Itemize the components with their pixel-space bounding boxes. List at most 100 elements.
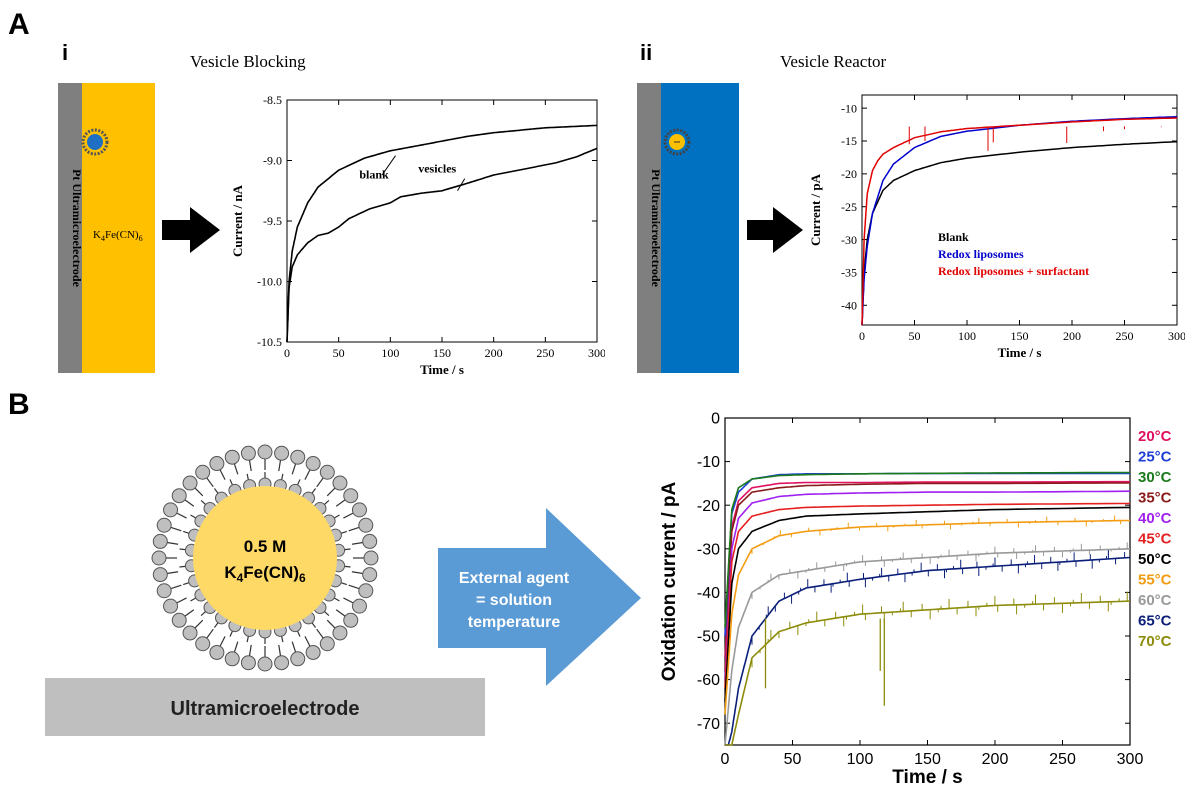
solution-region xyxy=(82,83,155,373)
panel-a-ii-letter: ii xyxy=(640,40,653,65)
x-tick-label: 50 xyxy=(909,329,921,343)
ultramicroelectrode-bar xyxy=(45,678,485,736)
series-line-55-c xyxy=(724,519,1131,715)
y-tick-label: -15 xyxy=(841,134,857,148)
x-axis-label: Time / s xyxy=(892,767,962,788)
lipid-head xyxy=(358,583,374,599)
lipid-head xyxy=(209,456,225,472)
x-tick-label: 300 xyxy=(1168,329,1185,343)
lipid-head xyxy=(163,502,179,518)
lipid-tail xyxy=(233,462,239,475)
lipid-head xyxy=(343,488,359,504)
solution-label: K4Fe(CN)6 xyxy=(93,229,143,243)
series-line-vesicles xyxy=(286,147,598,343)
panel-a-i-title: Vesicle Blocking xyxy=(190,52,306,71)
x-tick-label: 150 xyxy=(433,346,451,360)
y-tick-label: -20 xyxy=(697,498,720,515)
panel-b-letter: B xyxy=(8,388,30,421)
lipid-tail xyxy=(335,609,347,618)
lipid-tail xyxy=(166,541,179,545)
legend-entry: 25°C xyxy=(1138,449,1172,466)
lipid-head xyxy=(290,449,306,465)
y-tick-label: 0 xyxy=(711,411,720,428)
y-tick-label: -30 xyxy=(841,233,857,247)
y-tick-label: -10 xyxy=(841,101,857,115)
vesicle-core xyxy=(193,486,337,630)
legend-entry: 55°C xyxy=(1138,572,1172,589)
solution-region xyxy=(661,83,739,373)
y-tick-label: -10.0 xyxy=(257,275,282,289)
series-line-60-c xyxy=(724,548,1131,746)
lipid-tail xyxy=(183,498,195,507)
lipid-tail xyxy=(193,486,204,497)
x-tick-label: 250 xyxy=(1116,329,1134,343)
y-tick-label: -70 xyxy=(697,716,720,733)
x-tick-label: 150 xyxy=(914,751,941,768)
arrow-text-line1: External agent xyxy=(459,570,570,587)
series-line-70-c xyxy=(725,600,1131,746)
lipid-head xyxy=(362,567,378,583)
chart-vesicle-reactor: 0 50 100 150 200 250 300 -10 -15 -20 -25 -30 -35 -40 T… xyxy=(808,94,1185,360)
chart-vesicle-blocking: 0 50 100 150 200 250 300 -8.5 -9.0 -9.5 -10.0 -10.5… xyxy=(230,93,605,377)
lipid-head xyxy=(152,567,168,583)
annotation-blank: blank xyxy=(359,168,389,182)
lipid-tail xyxy=(175,597,187,604)
lipid-tail xyxy=(175,512,187,519)
x-tick-label: 300 xyxy=(1117,751,1144,768)
x-tick-label: 250 xyxy=(1049,751,1076,768)
lipid-tail xyxy=(193,619,204,630)
y-tick-label: -60 xyxy=(697,672,720,689)
lipid-tail xyxy=(343,512,355,519)
lipid-tail xyxy=(205,628,214,640)
legend-entry: 60°C xyxy=(1138,592,1172,609)
x-tick-label: 250 xyxy=(536,346,554,360)
lipid-head xyxy=(156,517,172,533)
series-line-40-c xyxy=(724,490,1131,680)
lipid-tail xyxy=(169,526,182,532)
series-line-30-c xyxy=(724,471,1130,628)
x-tick-label: 0 xyxy=(859,329,865,343)
plot-frame xyxy=(724,417,1131,746)
lipid-head xyxy=(290,651,306,667)
lipid-tail xyxy=(219,468,226,480)
series-line-redox-liposomes xyxy=(861,115,1178,326)
electrode-bar xyxy=(58,83,82,373)
arrow-text-line3: temperature xyxy=(468,614,561,631)
x-tick-label: 200 xyxy=(982,751,1009,768)
lipid-tail xyxy=(348,526,361,532)
x-tick-label: 0 xyxy=(721,751,730,768)
x-tick-label: 50 xyxy=(333,346,345,360)
legend-entry: Redox liposomes + surfactant xyxy=(938,264,1089,278)
lipid-tail xyxy=(351,571,364,575)
series-line-blank xyxy=(861,140,1178,326)
legend-entry: 65°C xyxy=(1138,613,1172,630)
lipid-tail xyxy=(219,636,226,648)
series-line-redox-liposomes-surfactant xyxy=(861,117,1178,326)
y-tick-label: -9.0 xyxy=(263,154,282,168)
lipid-head xyxy=(152,533,168,549)
y-tick-label: -9.5 xyxy=(263,214,282,228)
lipid-head xyxy=(171,488,187,504)
lipid-head xyxy=(332,475,348,491)
lipid-head xyxy=(171,612,187,628)
lipid-head xyxy=(195,464,211,480)
lipid-tail xyxy=(326,619,337,630)
panel-a-letter: A xyxy=(8,8,30,41)
x-tick-label: 150 xyxy=(1011,329,1029,343)
lipid-tail xyxy=(205,476,214,488)
lipid-head xyxy=(163,598,179,614)
lipid-tail xyxy=(326,486,337,497)
lipid-head xyxy=(362,533,378,549)
x-tick-label: 0 xyxy=(284,346,290,360)
legend-entry: Redox liposomes xyxy=(938,247,1024,261)
lipid-tail xyxy=(304,636,311,648)
y-tick-label: -35 xyxy=(841,266,857,280)
lipid-head xyxy=(195,636,211,652)
lipid-head xyxy=(257,656,273,672)
annotation-vesicles: vesicles xyxy=(418,162,456,176)
legend-entry: 40°C xyxy=(1138,510,1172,527)
electrode-bar xyxy=(637,83,661,373)
lipid-head xyxy=(351,598,367,614)
right-arrow-icon xyxy=(747,207,803,253)
vesicle-compound: K4Fe(CN)6 xyxy=(224,563,306,585)
